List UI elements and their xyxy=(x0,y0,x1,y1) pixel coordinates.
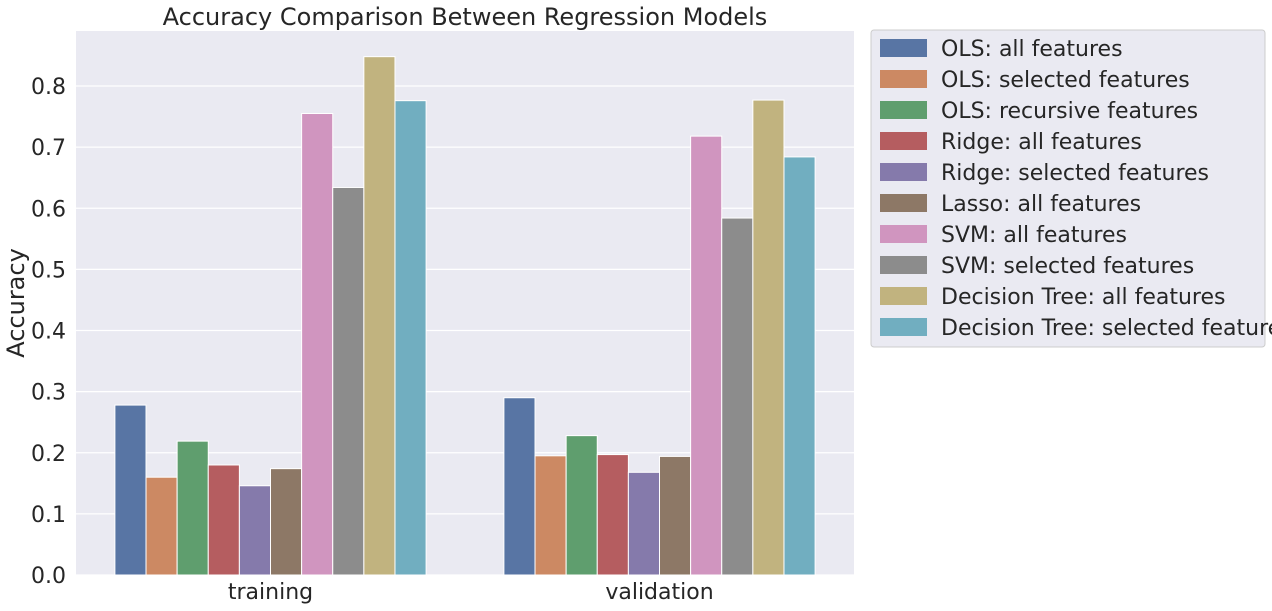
x-tick-labels: training validation xyxy=(228,580,714,605)
legend-swatch xyxy=(880,318,927,336)
y-tick-label: 0.1 xyxy=(31,503,66,528)
legend-label: OLS: recursive features xyxy=(941,99,1198,124)
legend: OLS: all features OLS: selected features O… xyxy=(870,29,1272,348)
y-tick-label: 0.4 xyxy=(31,320,66,345)
bar xyxy=(503,397,536,576)
bar xyxy=(394,100,427,576)
legend-swatch xyxy=(880,101,927,119)
legend-label: SVM: selected features xyxy=(941,254,1194,279)
bar xyxy=(301,113,334,576)
bar xyxy=(114,404,147,576)
y-tick-label: 0.0 xyxy=(31,564,66,589)
legend-swatch xyxy=(880,225,927,243)
bar xyxy=(145,476,178,576)
bar xyxy=(363,56,396,576)
y-tick-label: 0.2 xyxy=(31,442,66,467)
legend-box xyxy=(870,29,1266,348)
bar xyxy=(534,455,567,576)
legend-label: Ridge: selected features xyxy=(941,161,1209,186)
legend-swatch xyxy=(880,163,927,181)
y-tick-label: 0.7 xyxy=(31,136,66,161)
legend-swatch xyxy=(880,39,927,57)
y-tick-label: 0.6 xyxy=(31,197,66,222)
bar xyxy=(627,471,661,576)
y-axis-title: Accuracy xyxy=(2,248,30,358)
legend-swatch xyxy=(880,132,927,150)
legend-label: SVM: all features xyxy=(941,223,1127,248)
legend-swatch xyxy=(880,287,927,305)
bar xyxy=(565,435,598,576)
bar xyxy=(659,455,692,576)
y-tick-label: 0.5 xyxy=(31,258,66,283)
bar xyxy=(752,99,785,576)
x-tick-label: training xyxy=(228,580,313,605)
legend-swatch xyxy=(880,70,927,88)
y-tick-labels: 0.0 0.1 0.2 0.3 0.4 0.5 0.6 0.7 0.8 xyxy=(31,75,66,589)
legend-swatch xyxy=(880,194,927,212)
bar xyxy=(176,440,209,576)
legend-label: OLS: selected features xyxy=(941,68,1190,93)
chart-title: Accuracy Comparison Between Regression M… xyxy=(163,3,768,31)
legend-label: Lasso: all features xyxy=(941,192,1141,217)
y-tick-label: 0.8 xyxy=(31,75,66,100)
bar xyxy=(207,464,240,576)
bar xyxy=(783,156,816,576)
bar xyxy=(332,186,365,576)
legend-label: OLS: all features xyxy=(941,37,1123,62)
legend-label: Decision Tree: all features xyxy=(941,285,1226,310)
bar xyxy=(238,485,272,576)
legend-entries: OLS: all features OLS: selected features O… xyxy=(880,37,1272,341)
bar xyxy=(721,217,754,576)
bar xyxy=(270,468,303,576)
bars xyxy=(114,56,816,576)
bar xyxy=(596,454,629,576)
x-tick-label: validation xyxy=(605,580,713,605)
y-tick-label: 0.3 xyxy=(31,381,66,406)
legend-label: Ridge: all features xyxy=(941,130,1142,155)
legend-swatch xyxy=(880,256,927,274)
bar xyxy=(690,135,723,576)
legend-label: Decision Tree: selected features xyxy=(941,316,1272,341)
